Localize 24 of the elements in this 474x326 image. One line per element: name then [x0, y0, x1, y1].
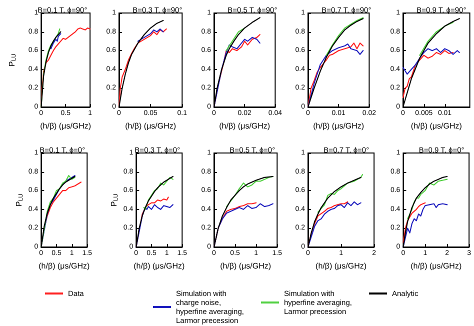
line-series — [226, 176, 274, 208]
x-axis-title: (h/β) (μs/GHz) — [124, 121, 176, 130]
line-series — [419, 22, 454, 56]
x-axis-title: (h/β) (μs/GHz) — [218, 121, 270, 130]
x-axis-title: (h/β) (μs/GHz) — [313, 121, 365, 130]
line-series — [402, 48, 460, 75]
line-series — [402, 50, 454, 98]
x-axis-title: (h/β) (μs/GHz) — [411, 121, 462, 130]
line-series — [225, 27, 245, 52]
line-series — [326, 17, 364, 56]
line-series — [308, 201, 362, 248]
line-series — [143, 176, 174, 210]
x-axis-title: (h/β) (μs/GHz) — [316, 261, 368, 270]
line-series — [407, 178, 448, 220]
line-series — [402, 202, 426, 243]
line-series — [318, 174, 364, 213]
line-series — [50, 33, 62, 50]
x-axis-title: (h/β) (μs/GHz) — [40, 121, 92, 130]
line-series — [137, 28, 164, 42]
line-series — [402, 203, 448, 248]
x-axis-title: (h/β) (μs/GHz) — [410, 261, 462, 270]
x-axis-title: (h/β) (μs/GHz) — [38, 261, 90, 270]
x-axis-title: (h/β) (μs/GHz) — [220, 261, 271, 270]
x-axis-title: (h/β) (μs/GHz) — [133, 261, 185, 270]
